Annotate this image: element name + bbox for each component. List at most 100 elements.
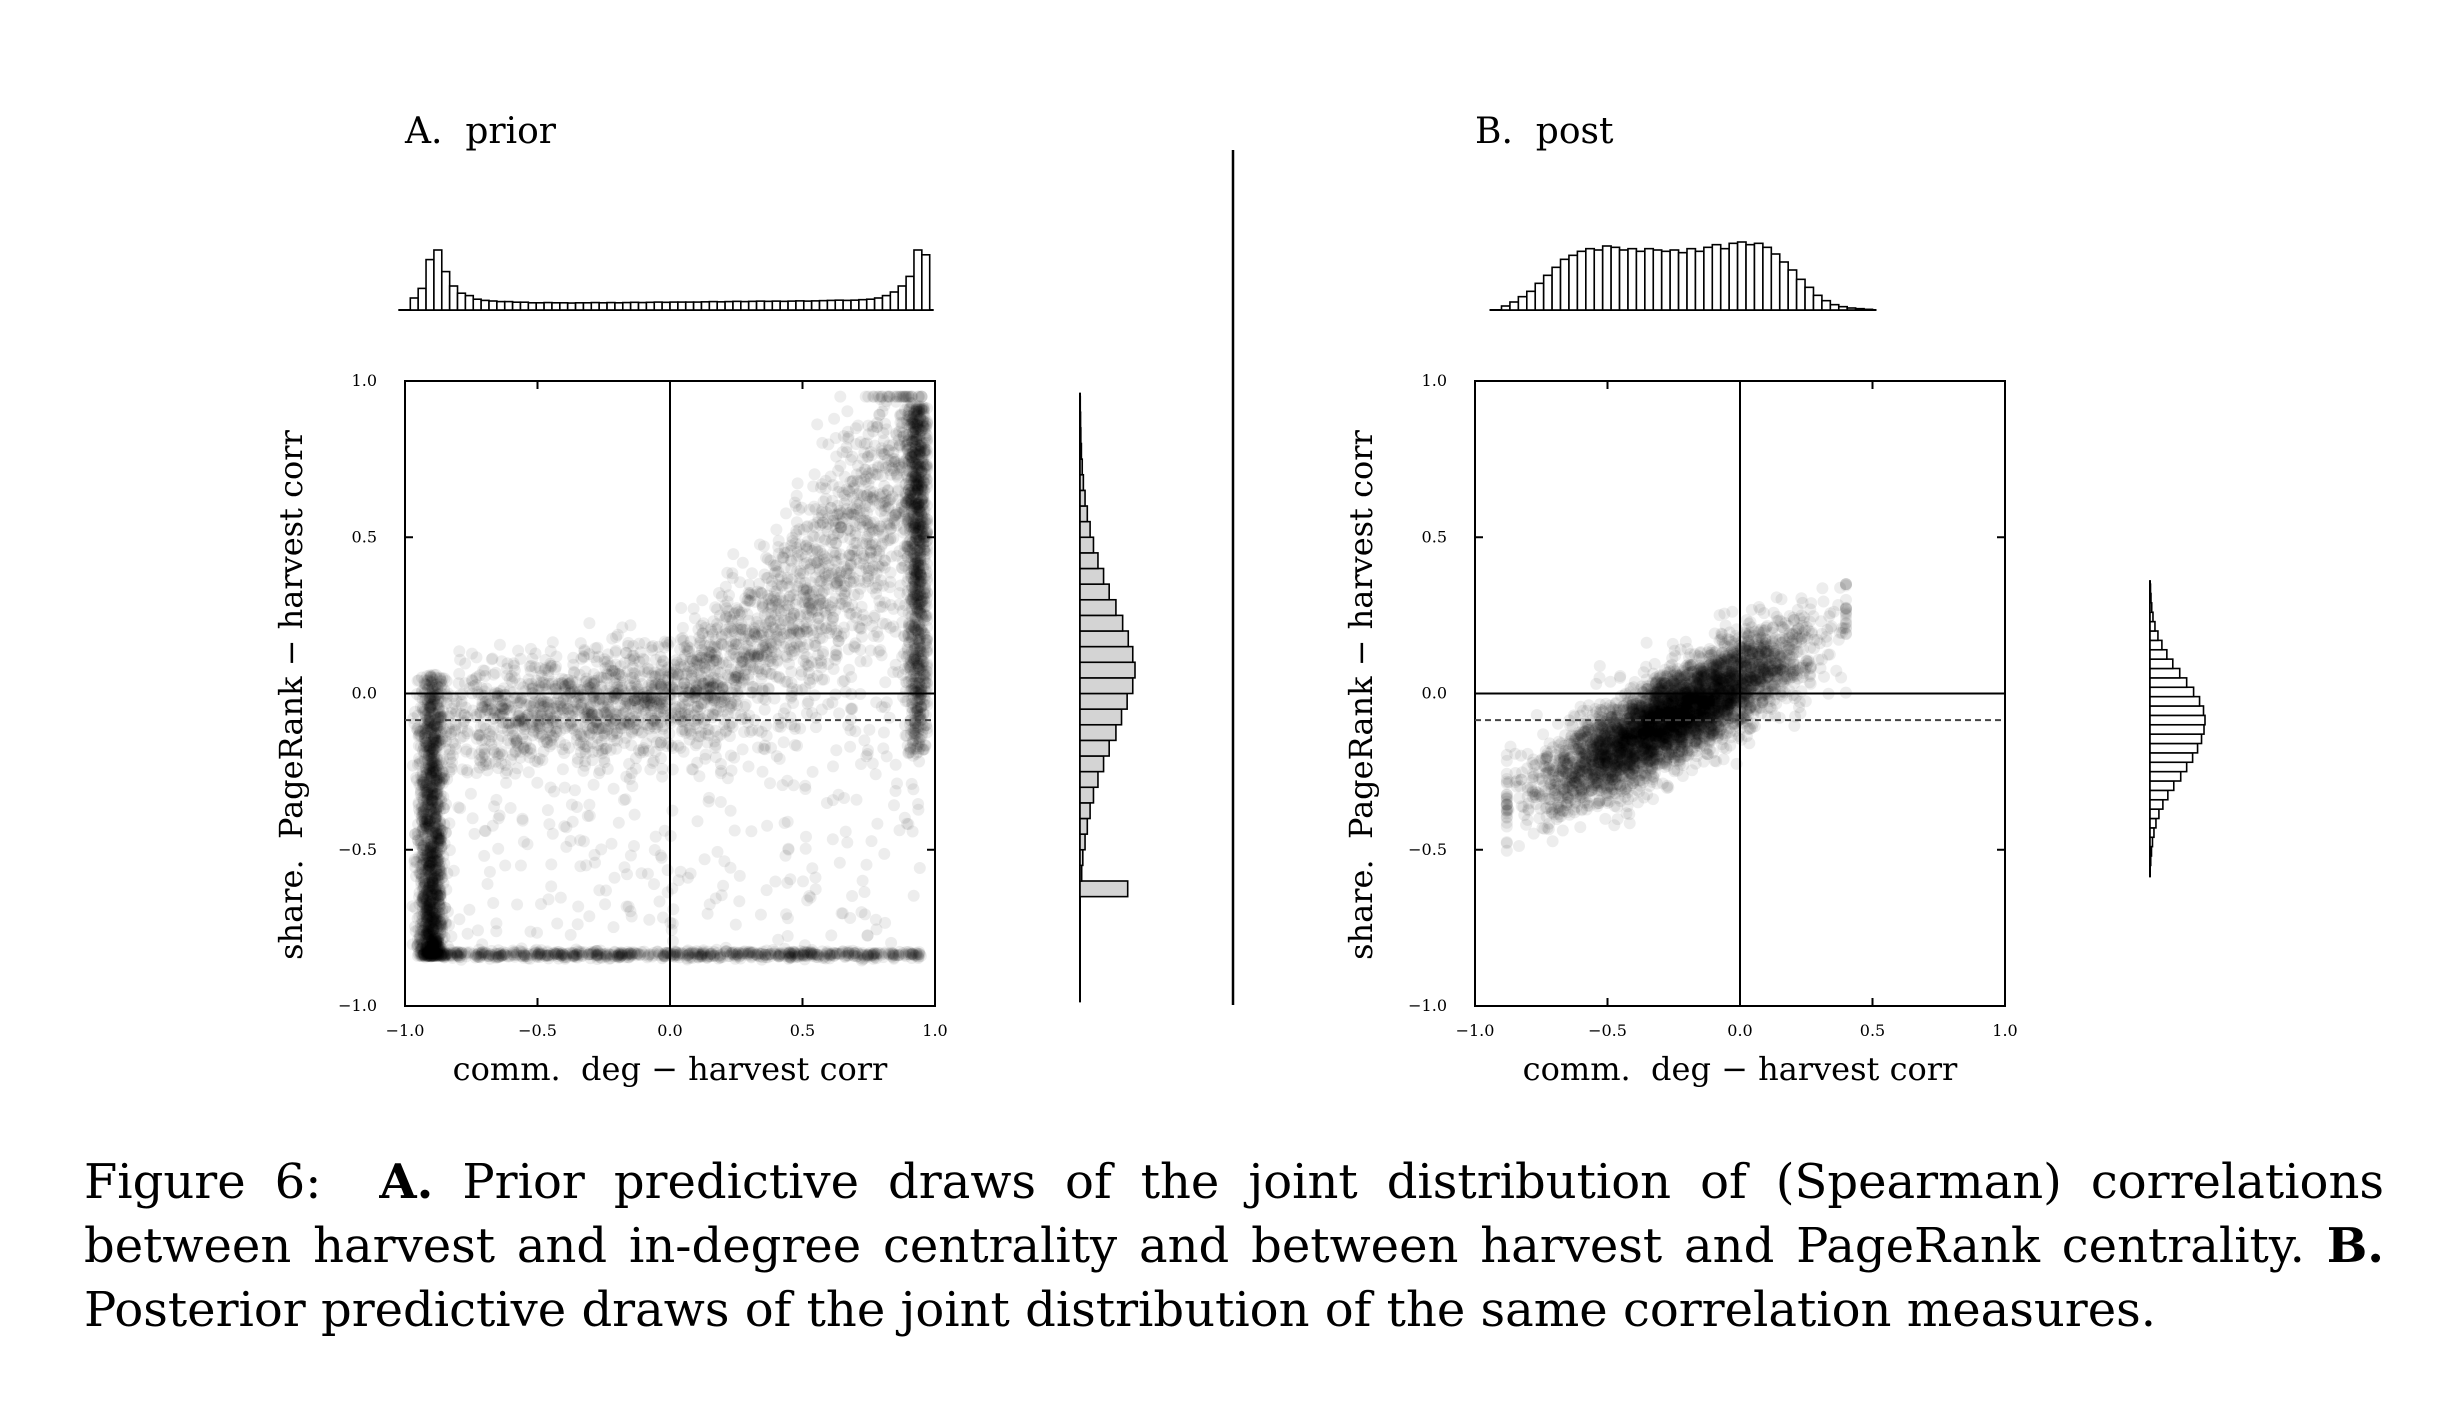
scatter-point xyxy=(426,880,439,893)
scatter-point xyxy=(828,412,841,425)
scatter-point xyxy=(429,762,442,775)
scatter-point xyxy=(421,670,433,683)
scatter-point xyxy=(412,818,425,831)
scatter-point xyxy=(422,882,435,894)
scatter-point xyxy=(430,846,443,859)
scatter-point xyxy=(601,947,614,960)
scatter-point xyxy=(424,838,437,851)
scatter-point xyxy=(421,789,434,801)
scatter-point xyxy=(422,913,435,926)
scatter-point xyxy=(432,905,445,918)
scatter-point xyxy=(429,845,442,858)
scatter-point xyxy=(535,947,548,960)
scatter-point xyxy=(427,943,440,956)
histogram-bar xyxy=(865,298,876,311)
scatter-point xyxy=(435,868,448,881)
scatter-point xyxy=(416,809,429,822)
scatter-point xyxy=(420,927,433,940)
scatter-point xyxy=(417,929,430,941)
scatter-point xyxy=(426,827,439,840)
scatter-point xyxy=(758,739,771,752)
scatter-point xyxy=(423,927,436,940)
scatter-point xyxy=(440,798,452,811)
scatter-point xyxy=(409,828,422,841)
scatter-point xyxy=(426,793,439,806)
scatter-point xyxy=(414,949,427,962)
histogram-bar xyxy=(519,301,530,311)
scatter-point xyxy=(425,753,438,766)
histogram-bar xyxy=(913,249,923,311)
scatter-point xyxy=(422,949,435,962)
scatter-point xyxy=(427,923,440,936)
histogram-bar xyxy=(677,301,687,311)
scatter-point xyxy=(433,940,446,953)
scatter-point xyxy=(417,948,430,961)
scatter-point xyxy=(426,671,439,684)
scatter-point xyxy=(443,919,455,932)
scatter-point xyxy=(418,827,430,840)
scatter-point xyxy=(419,933,432,946)
scatter-point xyxy=(414,769,427,782)
scatter-point xyxy=(905,948,918,961)
scatter-point xyxy=(431,727,443,739)
scatter-point xyxy=(883,494,896,507)
scatter-point xyxy=(905,620,917,633)
scatter-point xyxy=(414,922,427,935)
scatter-point xyxy=(416,777,429,790)
histogram-bar xyxy=(551,301,561,311)
scatter-point xyxy=(876,405,889,418)
histogram-bar xyxy=(889,291,900,311)
scatter-point xyxy=(422,863,435,875)
scatter-point xyxy=(879,676,892,689)
scatter-point xyxy=(421,946,434,958)
scatter-point xyxy=(431,880,444,892)
scatter-point xyxy=(425,947,438,960)
scatter-point xyxy=(414,778,427,791)
scatter-point xyxy=(427,807,440,820)
scatter-point xyxy=(443,844,456,857)
scatter-point xyxy=(657,949,670,962)
scatter-point xyxy=(423,763,436,776)
scatter-point xyxy=(430,851,443,864)
scatter-point xyxy=(425,676,438,689)
scatter-point xyxy=(423,950,436,962)
scatter-point xyxy=(422,719,435,732)
histogram-bar xyxy=(897,285,907,311)
scatter-point xyxy=(434,832,447,845)
scatter-point xyxy=(420,831,433,844)
scatter-point xyxy=(424,903,436,916)
scatter-point xyxy=(424,940,437,953)
scatter-point xyxy=(425,793,437,806)
scatter-point xyxy=(412,826,424,839)
scatter-point xyxy=(431,931,444,944)
scatter-point xyxy=(434,864,447,877)
scatter-point xyxy=(423,743,436,755)
scatter-point xyxy=(417,879,430,892)
scatter-point xyxy=(433,930,445,943)
scatter-point xyxy=(615,946,627,959)
scatter-point xyxy=(422,828,435,841)
scatter-point xyxy=(415,863,428,876)
scatter-point xyxy=(424,701,437,714)
scatter-point xyxy=(414,755,426,768)
scatter-point xyxy=(418,703,431,716)
scatter-point xyxy=(429,732,442,745)
scatter-point xyxy=(428,827,441,840)
histogram-bar xyxy=(574,301,585,311)
scatter-point xyxy=(429,692,441,704)
scatter-point xyxy=(427,707,440,720)
scatter-point xyxy=(425,920,438,933)
scatter-point xyxy=(780,507,792,520)
scatter-point xyxy=(431,680,444,693)
scatter-point xyxy=(434,927,447,940)
scatter-point xyxy=(424,754,437,767)
scatter-point xyxy=(429,872,442,885)
scatter-point xyxy=(429,882,442,895)
scatter-point xyxy=(420,808,433,821)
scatter-point xyxy=(427,759,440,772)
scatter-point xyxy=(426,862,439,875)
scatter-point xyxy=(437,913,450,925)
scatter-point xyxy=(431,854,444,867)
scatter-point xyxy=(433,775,446,788)
scatter-point xyxy=(422,705,435,718)
